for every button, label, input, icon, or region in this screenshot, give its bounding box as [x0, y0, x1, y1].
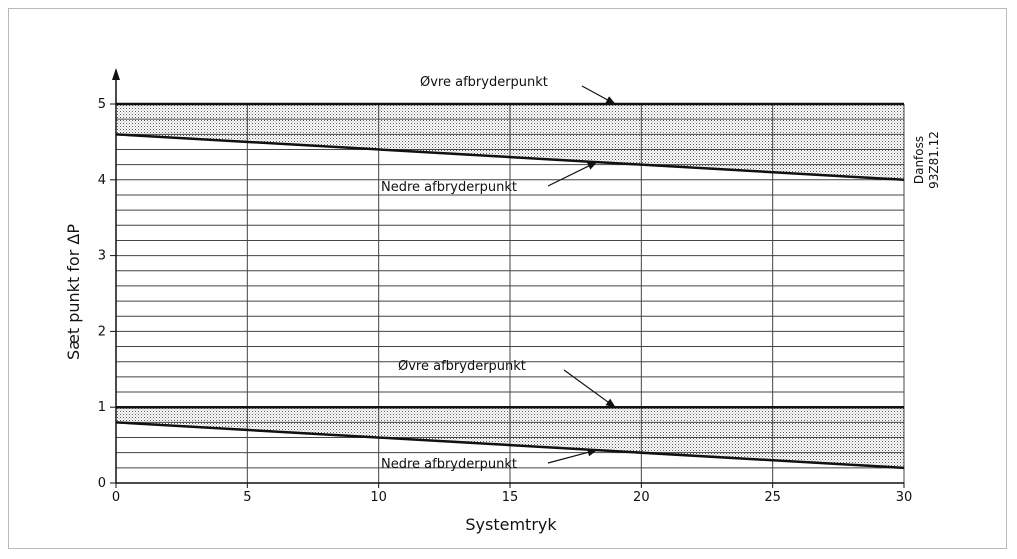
x-axis-label: Systemtryk	[465, 515, 557, 534]
x-tick-label: 15	[502, 490, 519, 505]
x-tick-label: 10	[370, 490, 387, 505]
y-tick-label: 0	[98, 476, 106, 491]
annotation-arrow	[563, 369, 616, 408]
y-tick-label: 1	[98, 400, 106, 415]
x-tick-label: 25	[764, 490, 781, 505]
figure-frame	[8, 8, 1007, 549]
y-tick-label: 2	[98, 324, 106, 339]
x-tick-label: 20	[633, 490, 650, 505]
series-line	[115, 133, 905, 182]
side-label-code: 93Z81.12	[927, 131, 941, 189]
ticks-layer: 0 1 2 3 4 5 0 5 10 15 20 25 30	[98, 97, 913, 505]
annotation-label: Øvre afbryderpunkt	[398, 359, 526, 374]
y-tick-label: 3	[98, 249, 106, 264]
y-tick-label: 5	[98, 97, 106, 112]
annotation-label: Øvre afbryderpunkt	[420, 75, 548, 90]
x-tick-label: 0	[112, 490, 120, 505]
annotations-layer: Øvre afbryderpunkt Nedre afbryderpunkt Øvr…	[381, 75, 616, 472]
y-axis-label: Sæt punkt for ΔP	[64, 224, 83, 360]
x-tick-label: 5	[243, 490, 251, 505]
series-line	[115, 421, 905, 470]
y-axis-arrow	[112, 68, 120, 80]
annotation-arrow	[581, 85, 616, 105]
series-layer	[115, 102, 905, 470]
y-tick-label: 4	[98, 173, 106, 188]
x-tick-label: 30	[896, 490, 913, 505]
annotation-label: Nedre afbryderpunkt	[381, 180, 517, 195]
annotation-arrow	[547, 161, 598, 187]
annotation-label: Nedre afbryderpunkt	[381, 457, 517, 472]
annotation-arrow	[547, 448, 598, 464]
side-label-brand: Danfoss	[912, 136, 926, 184]
